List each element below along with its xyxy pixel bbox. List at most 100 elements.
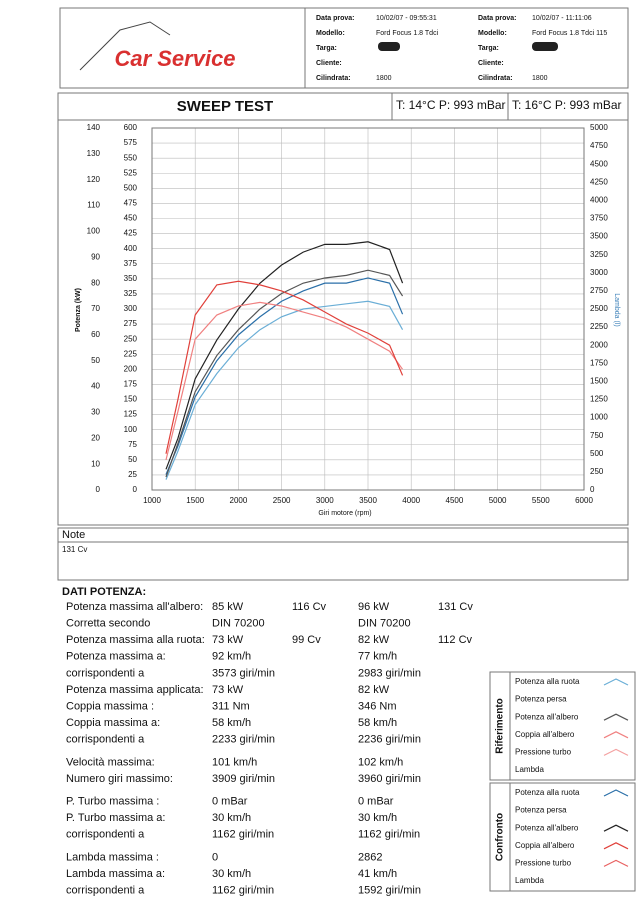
table-cell: 82 kW <box>358 684 390 696</box>
legend-title: Riferimento <box>495 698 506 754</box>
legend-label: Potenza all'albero <box>515 712 579 721</box>
table-cell: 116 Cv <box>292 601 327 613</box>
y3-tick-label: 2000 <box>590 340 608 349</box>
table-cell: Potenza massima all'albero: <box>66 601 203 613</box>
table-cell: DIN 70200 <box>212 618 265 630</box>
y2-tick-label: 475 <box>124 199 138 208</box>
y2-tick-label: 375 <box>124 259 138 268</box>
table-cell: P. Turbo massima : <box>66 796 159 808</box>
y2-tick-label: 450 <box>124 214 138 223</box>
legend-label: Lambda <box>515 765 544 774</box>
table-cell: 101 km/h <box>212 756 257 768</box>
legend-label: Potenza all'albero <box>515 823 579 832</box>
y3-tick-label: 3000 <box>590 268 608 277</box>
field-value: 10/02/07 - 11:11:06 <box>532 15 592 22</box>
table-cell: 0 <box>212 851 218 863</box>
y-tick-label: 10 <box>91 459 100 468</box>
y-tick-label: 140 <box>87 123 101 132</box>
table-cell: P. Turbo massima a: <box>66 812 165 824</box>
field-label: Targa: <box>478 45 499 52</box>
y2-tick-label: 125 <box>124 410 138 419</box>
legend-box <box>489 671 636 781</box>
table-cell: Lambda massima a: <box>66 868 165 880</box>
table-cell: Coppia massima a: <box>66 717 160 729</box>
y2-tick-label: 175 <box>124 380 138 389</box>
field-label: Modello: <box>316 30 345 37</box>
y-tick-label: 130 <box>87 149 101 158</box>
table-cell: 3960 giri/min <box>358 773 421 785</box>
table-cell: Corretta secondo <box>66 618 150 630</box>
y2-tick-label: 100 <box>124 425 138 434</box>
table-cell: 30 km/h <box>212 868 251 880</box>
legend-swatch <box>603 789 629 797</box>
y3-tick-label: 2500 <box>590 304 608 313</box>
y2-tick-label: 325 <box>124 289 138 298</box>
table-cell: Potenza massima alla ruota: <box>66 634 205 646</box>
series-line <box>165 300 404 480</box>
legend-box <box>489 782 636 892</box>
y3-tick-label: 0 <box>590 485 595 494</box>
table-cell: Potenza massima a: <box>66 651 166 663</box>
field-value: Ford Focus 1.8 Tdci <box>376 30 439 37</box>
x-tick-label: 3000 <box>316 496 334 505</box>
y-tick-label: 50 <box>91 356 100 365</box>
test-title: SWEEP TEST <box>177 98 273 115</box>
y2-tick-label: 300 <box>124 304 138 313</box>
series-line <box>165 269 404 478</box>
y2-tick-label: 0 <box>133 485 138 494</box>
note-box <box>57 527 629 581</box>
y2-tick-label: 525 <box>124 168 138 177</box>
table-cell: Potenza massima applicata: <box>66 684 204 696</box>
chart-box <box>57 119 629 526</box>
table-cell: 131 Cv <box>438 601 473 613</box>
field-label: Cilindrata: <box>316 75 351 82</box>
legend-swatch <box>603 859 629 867</box>
plot-frame <box>151 127 585 491</box>
y-tick-label: 80 <box>91 278 100 287</box>
y2-tick-label: 225 <box>124 349 138 358</box>
y-tick-label: 100 <box>87 227 101 236</box>
field-label: Cliente: <box>316 60 342 67</box>
table-cell: 58 km/h <box>212 717 251 729</box>
table-cell: Lambda massima : <box>66 851 159 863</box>
y2-tick-label: 75 <box>128 440 137 449</box>
redaction <box>378 42 400 51</box>
legend-swatch <box>603 824 629 832</box>
table-cell: 41 km/h <box>358 868 397 880</box>
y2-tick-label: 575 <box>124 138 138 147</box>
y-tick-label: 120 <box>87 175 101 184</box>
y3-tick-label: 2750 <box>590 286 608 295</box>
y-tick-label: 0 <box>96 485 101 494</box>
y2-tick-label: 400 <box>124 244 138 253</box>
y3-axis-label: Lambda (l) <box>613 293 620 326</box>
table-cell: 3573 giri/min <box>212 667 275 679</box>
table-cell: 2236 giri/min <box>358 734 421 746</box>
y-tick-label: 90 <box>91 252 100 261</box>
legend-swatch <box>603 731 629 739</box>
x-tick-label: 1000 <box>143 496 161 505</box>
table-cell: 99 Cv <box>292 634 321 646</box>
table-cell: 2233 giri/min <box>212 734 275 746</box>
field-value: 1800 <box>376 75 392 82</box>
table-cell: corrispondenti a <box>66 734 145 746</box>
table-cell: corrispondenti a <box>66 885 145 897</box>
table-cell: 311 Nm <box>212 701 250 713</box>
y-tick-label: 70 <box>91 304 100 313</box>
y2-tick-label: 550 <box>124 153 138 162</box>
x-tick-label: 3500 <box>359 496 377 505</box>
y3-tick-label: 3250 <box>590 250 608 259</box>
table-cell: 1592 giri/min <box>358 885 421 897</box>
legend-swatch <box>603 678 629 686</box>
field-label: Data prova: <box>316 15 355 22</box>
table-cell: 3909 giri/min <box>212 773 275 785</box>
y2-tick-label: 50 <box>128 455 137 464</box>
table-cell: DIN 70200 <box>358 618 411 630</box>
conditions: T: 16°C P: 993 mBar <box>512 98 622 112</box>
note-text: 131 Cv <box>62 545 87 554</box>
field-value: 1800 <box>532 75 548 82</box>
table-cell: 82 kW <box>358 634 390 646</box>
y-tick-label: 30 <box>91 408 100 417</box>
x-tick-label: 4000 <box>402 496 420 505</box>
y2-tick-label: 150 <box>124 395 138 404</box>
field-value: 10/02/07 - 09:55:31 <box>376 15 437 22</box>
